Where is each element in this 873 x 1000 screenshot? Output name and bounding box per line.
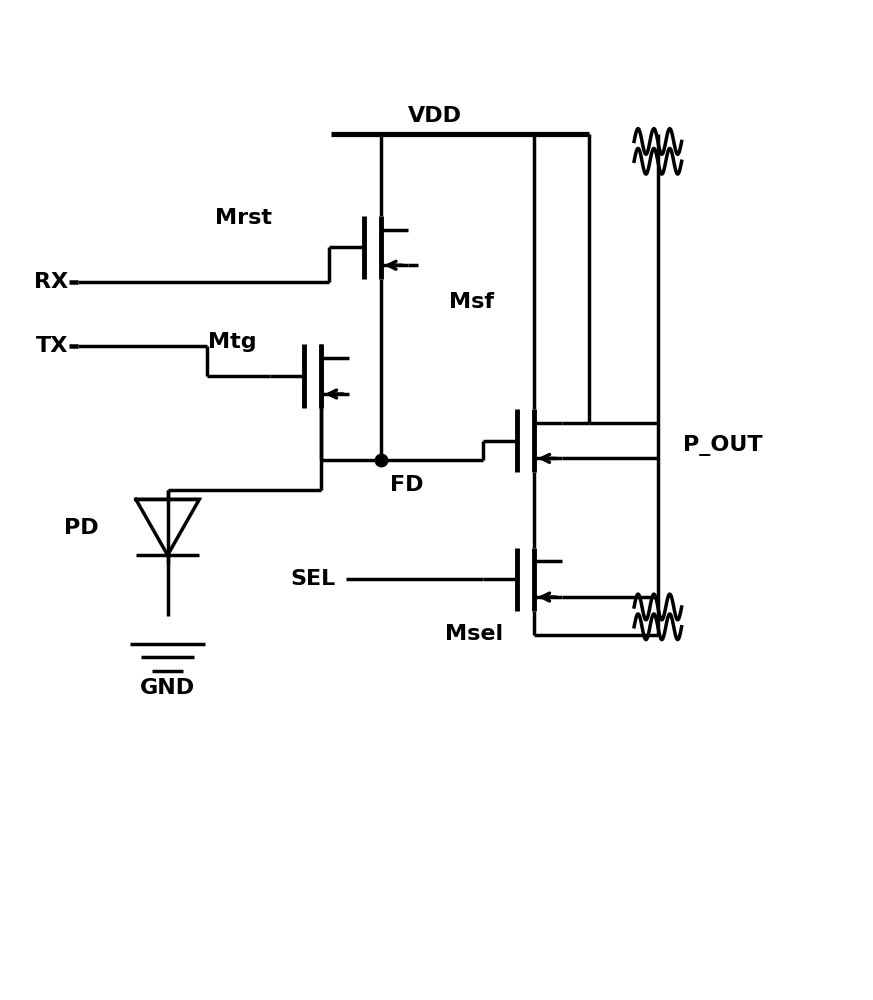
Text: VDD: VDD — [408, 106, 462, 126]
Text: Mrst: Mrst — [215, 208, 272, 228]
Text: PD: PD — [64, 518, 99, 538]
Text: P_OUT: P_OUT — [683, 435, 762, 456]
Text: FD: FD — [390, 475, 424, 495]
Text: GND: GND — [140, 678, 196, 698]
Text: SEL: SEL — [291, 569, 336, 589]
Text: Msf: Msf — [450, 292, 494, 312]
Text: Mtg: Mtg — [208, 332, 257, 352]
Text: TX: TX — [36, 336, 69, 356]
Text: RX: RX — [34, 272, 69, 292]
Text: Msel: Msel — [445, 624, 503, 644]
